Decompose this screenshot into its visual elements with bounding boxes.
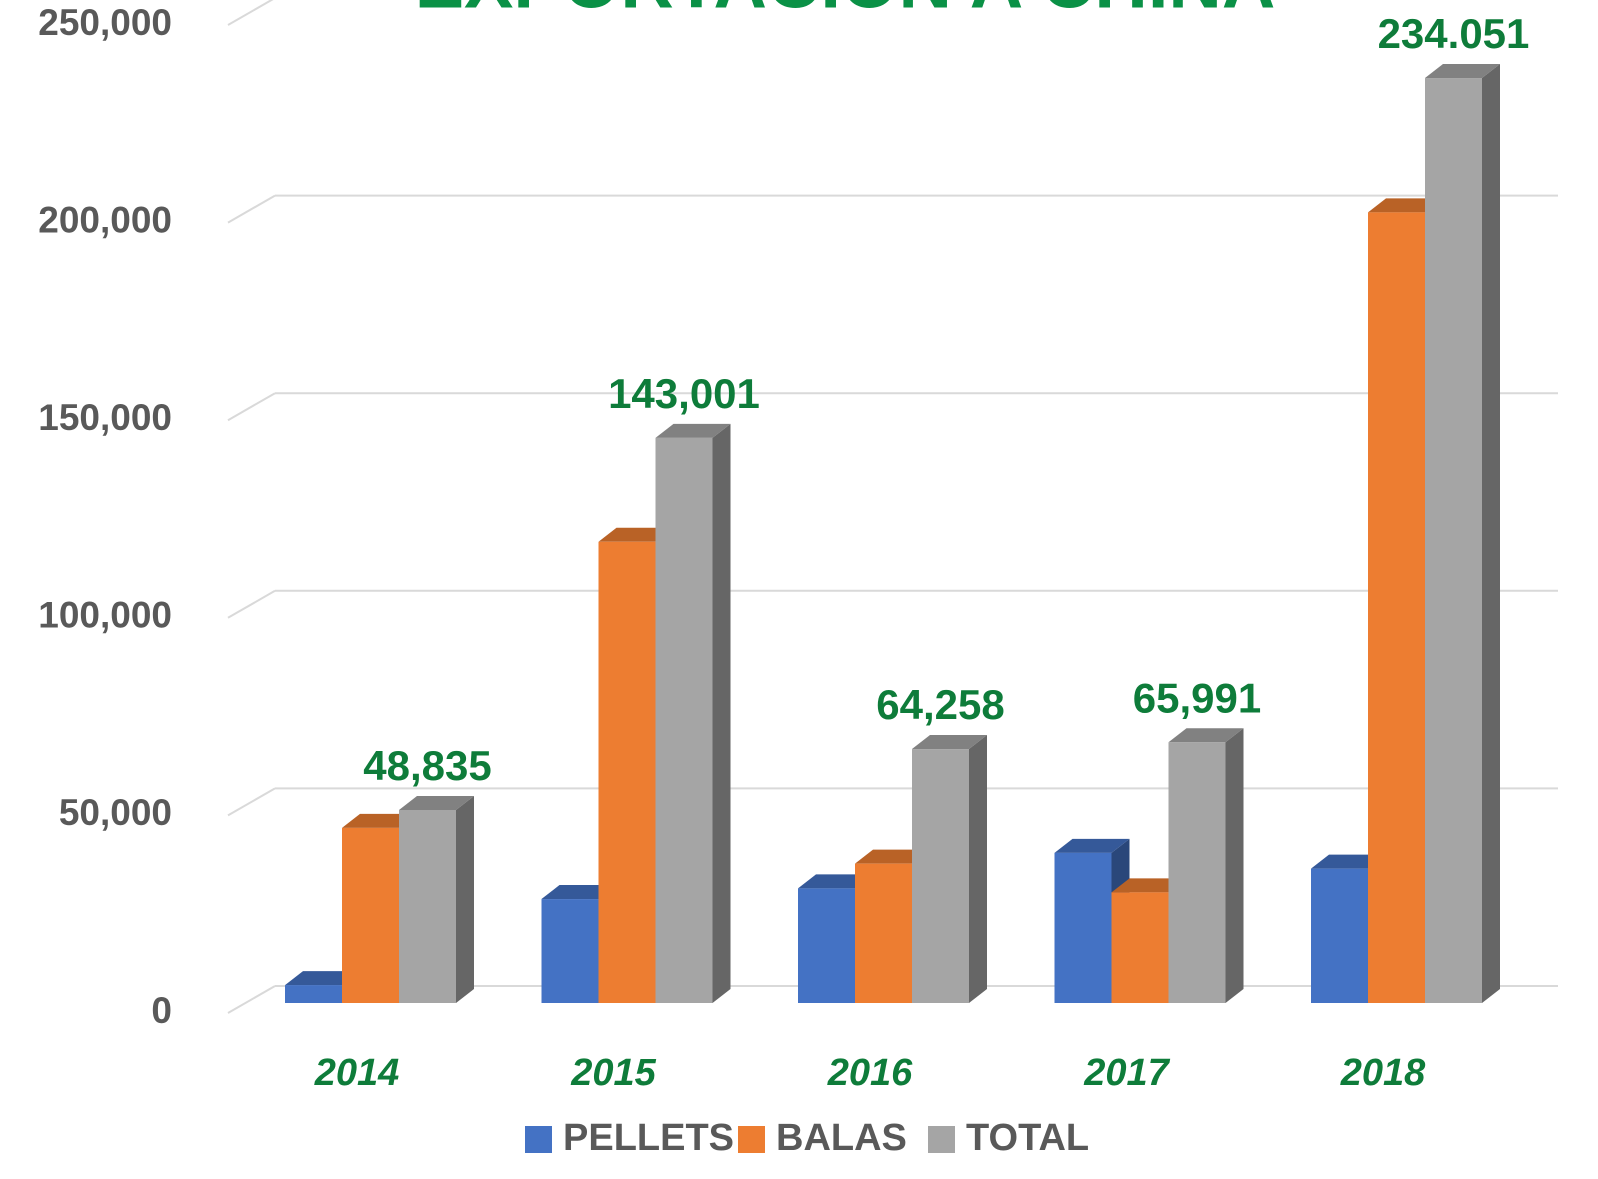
legend-label: PELLETS xyxy=(563,1117,734,1159)
bar-side xyxy=(456,796,474,1003)
bar-top xyxy=(1054,838,1130,853)
bar-top xyxy=(598,527,674,542)
bar-front xyxy=(855,863,912,1003)
bar-side xyxy=(712,423,731,1003)
bar-top xyxy=(541,885,617,900)
bar-top xyxy=(285,971,360,986)
data-label: 65,991 xyxy=(1133,674,1261,721)
bar-top xyxy=(1368,198,1443,213)
bar-front xyxy=(655,437,713,1003)
y-tick-label: 150,000 xyxy=(38,397,172,438)
grid-line-depth xyxy=(227,0,274,26)
bar-side xyxy=(1225,728,1244,1003)
bar-front xyxy=(285,985,342,1003)
grid-line xyxy=(227,0,274,26)
bar-front xyxy=(342,827,399,1003)
data-label: 64,258 xyxy=(876,681,1004,728)
legend-swatch xyxy=(928,1126,955,1153)
bar-top xyxy=(912,735,987,750)
bar-front xyxy=(541,899,599,1003)
legend-label: BALAS xyxy=(776,1117,907,1159)
y-tick-label: 250,000 xyxy=(38,2,172,43)
bar-side xyxy=(969,735,987,1003)
data-label: 234.051 xyxy=(1378,10,1530,57)
bar-front xyxy=(1168,742,1226,1003)
bar-top xyxy=(855,849,930,864)
data-label: 143,001 xyxy=(608,370,760,417)
legend-label: TOTAL xyxy=(966,1117,1089,1159)
bar-front xyxy=(798,888,855,1003)
x-tick-label: 2017 xyxy=(1083,1052,1170,1094)
y-tick-label: 200,000 xyxy=(38,199,172,240)
bar-front xyxy=(598,541,656,1003)
y-tick-label: 100,000 xyxy=(38,595,172,636)
bar xyxy=(1168,728,1244,1003)
grid-line xyxy=(227,194,1558,224)
bar-top xyxy=(1111,878,1187,893)
grid-line-depth xyxy=(227,985,276,1014)
bar-top xyxy=(342,813,417,828)
x-tick-label: 2018 xyxy=(1340,1052,1426,1094)
grid-line-depth xyxy=(227,787,276,817)
data-label: 48,835 xyxy=(363,742,491,789)
y-tick-label: 0 xyxy=(151,990,172,1031)
bar-top xyxy=(399,796,474,811)
bar xyxy=(912,735,987,1003)
bar-top xyxy=(1425,64,1500,79)
bar xyxy=(1425,64,1500,1003)
x-tick-label: 2014 xyxy=(314,1052,400,1094)
chart-title: EXPORTACIÓN A CHINA xyxy=(415,0,1276,24)
grid-line-depth xyxy=(227,392,276,422)
bar-front xyxy=(1425,78,1482,1003)
bar-front xyxy=(399,810,456,1003)
bar-top xyxy=(1168,728,1244,743)
x-tick-label: 2016 xyxy=(827,1052,913,1094)
bar-top xyxy=(798,874,873,889)
bar-front xyxy=(1054,852,1112,1003)
bar xyxy=(399,796,474,1003)
x-tick-label: 2015 xyxy=(570,1052,656,1094)
bar-front xyxy=(1368,212,1425,1004)
grid-line xyxy=(227,589,1558,619)
bar-side xyxy=(1482,64,1500,1003)
bar-front xyxy=(912,749,969,1003)
bar-top xyxy=(1311,854,1386,869)
y-tick-label: 50,000 xyxy=(59,792,172,833)
bar-top xyxy=(655,423,731,438)
grid-line-depth xyxy=(227,194,276,224)
bar xyxy=(655,423,731,1003)
legend-swatch xyxy=(738,1126,765,1153)
bar-front xyxy=(1111,892,1169,1003)
grid-line-depth xyxy=(227,589,276,619)
bar-front xyxy=(1311,868,1368,1003)
grid-line xyxy=(227,392,1558,422)
legend-swatch xyxy=(525,1126,552,1153)
